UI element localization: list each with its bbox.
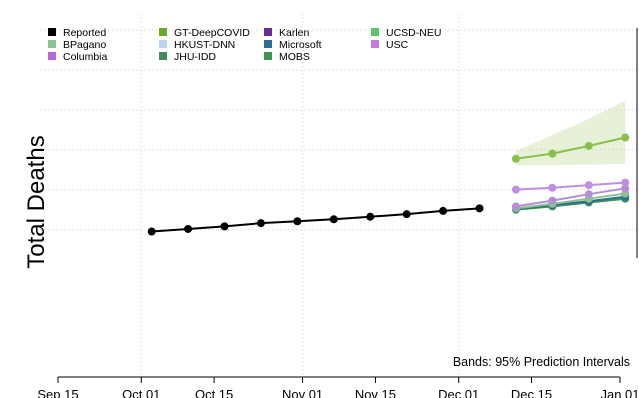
data-point-3-2 (584, 190, 593, 199)
x-tick-label-5: Dec 01 (438, 387, 479, 398)
x-tick-label-6: Dec 15 (511, 387, 552, 398)
series-line-3 (515, 187, 626, 208)
data-point-0-1 (184, 224, 193, 233)
data-point-1-3 (621, 133, 630, 142)
x-tick-label-4: Nov 15 (355, 387, 396, 398)
data-point-2-2 (584, 181, 593, 190)
data-point-0-3 (256, 219, 265, 228)
legend-swatch-5 (159, 52, 167, 60)
series-1 (511, 133, 630, 163)
legend-label-7: Microsoft (279, 39, 322, 51)
legend-swatch-9 (371, 28, 379, 36)
legend-label-6: Karlen (279, 27, 310, 39)
data-point-1-0 (511, 154, 520, 163)
series (147, 133, 630, 236)
legend-label-8: MOBS (279, 51, 310, 63)
legend-label-3: GT-DeepCOVID (174, 27, 250, 39)
data-point-0-8 (439, 206, 448, 215)
series-line-0 (151, 207, 480, 233)
legend-swatch-10 (371, 40, 379, 48)
data-point-2-0 (511, 185, 520, 194)
legend-swatch-7 (264, 40, 272, 48)
legend-label-1: BPagano (63, 39, 106, 51)
data-point-0-2 (220, 222, 229, 231)
series-line-4 (515, 192, 626, 210)
legend-label-4: HKUST-DNN (174, 39, 235, 51)
x-tick-label-7: Jan 01 (600, 387, 639, 398)
data-point-0-0 (147, 227, 156, 236)
legend-label-2: Columbia (63, 51, 108, 63)
x-tick-label-1: Oct 01 (122, 387, 160, 398)
data-point-1-2 (584, 141, 593, 150)
data-point-1-1 (548, 149, 557, 158)
legend-swatch-8 (264, 52, 272, 60)
series-line-2 (515, 181, 626, 191)
x-tick-label-3: Nov 01 (282, 387, 323, 398)
legend-swatch-1 (48, 40, 56, 48)
legend-swatch-6 (264, 28, 272, 36)
legend-label-9: UCSD-NEU (386, 27, 441, 39)
data-point-3-3 (621, 184, 630, 193)
prediction-bands (515, 100, 626, 166)
x-tick-label-0: Sep 15 (37, 387, 78, 398)
data-point-3-1 (548, 196, 557, 205)
x-tick-label-2: Oct 15 (195, 387, 233, 398)
legend-label-0: Reported (63, 27, 106, 39)
series-3 (511, 184, 630, 211)
legend-swatch-2 (48, 52, 56, 60)
band-1 (515, 100, 626, 166)
legend-swatch-4 (159, 40, 167, 48)
data-point-0-9 (475, 204, 484, 213)
data-point-0-6 (366, 212, 375, 221)
series-line-1 (515, 136, 626, 160)
data-point-3-0 (511, 202, 520, 211)
data-point-0-5 (329, 215, 338, 224)
legend-label-10: USC (386, 39, 409, 51)
series-2 (511, 178, 630, 194)
data-point-0-4 (293, 217, 302, 226)
grid (40, 14, 637, 377)
series-0 (147, 204, 484, 236)
y-axis-label: Total Deaths (23, 135, 50, 268)
bands-note: Bands: 95% Prediction Intervals (453, 355, 630, 369)
x-axis-ticks: Sep 15 Oct 01 Oct 15 Nov 01 Nov 15 Dec 01 Dec … (37, 377, 639, 398)
legend-swatch-0 (48, 28, 56, 36)
data-point-2-1 (548, 183, 557, 192)
data-point-0-7 (402, 210, 411, 219)
legend-swatch-3 (159, 28, 167, 36)
legend-label-5: JHU-IDD (174, 51, 216, 63)
data-point-2-3 (621, 178, 630, 187)
